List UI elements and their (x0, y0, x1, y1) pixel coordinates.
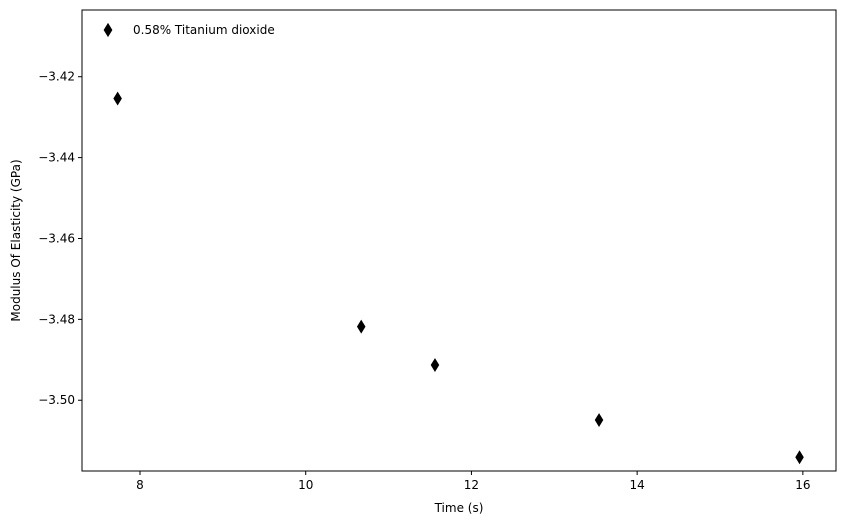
data-point-diamond (113, 91, 122, 106)
y-tick-label: −3.50 (38, 393, 75, 407)
y-tick-label: −3.46 (38, 231, 75, 245)
y-axis-label: Modulus Of Elasticity (GPa) (9, 159, 23, 321)
plot-frame (81, 9, 837, 472)
data-point-diamond (430, 358, 440, 373)
y-tick-label: −3.48 (38, 312, 75, 326)
x-tick-label: 12 (464, 478, 479, 492)
data-point-diamond (356, 319, 366, 334)
legend-marker-diamond-icon (103, 22, 113, 38)
y-axis-ticks: −3.42 −3.44 −3.46 −3.48 −3.50 (38, 70, 82, 407)
x-tick-label: 8 (136, 478, 144, 492)
data-point-diamond (795, 450, 804, 465)
data-points (113, 91, 804, 465)
y-tick-label: −3.44 (38, 151, 75, 165)
x-axis-label: Time (s) (434, 501, 484, 515)
data-point-diamond (594, 413, 604, 428)
legend-label: 0.58% Titanium dioxide (133, 23, 275, 37)
x-tick-label: 10 (298, 478, 313, 492)
x-tick-label: 16 (795, 478, 810, 492)
x-axis-ticks: 8 10 12 14 16 (136, 471, 810, 492)
y-tick-label: −3.42 (38, 70, 75, 84)
x-tick-label: 14 (630, 478, 645, 492)
legend: 0.58% Titanium dioxide (103, 22, 275, 38)
